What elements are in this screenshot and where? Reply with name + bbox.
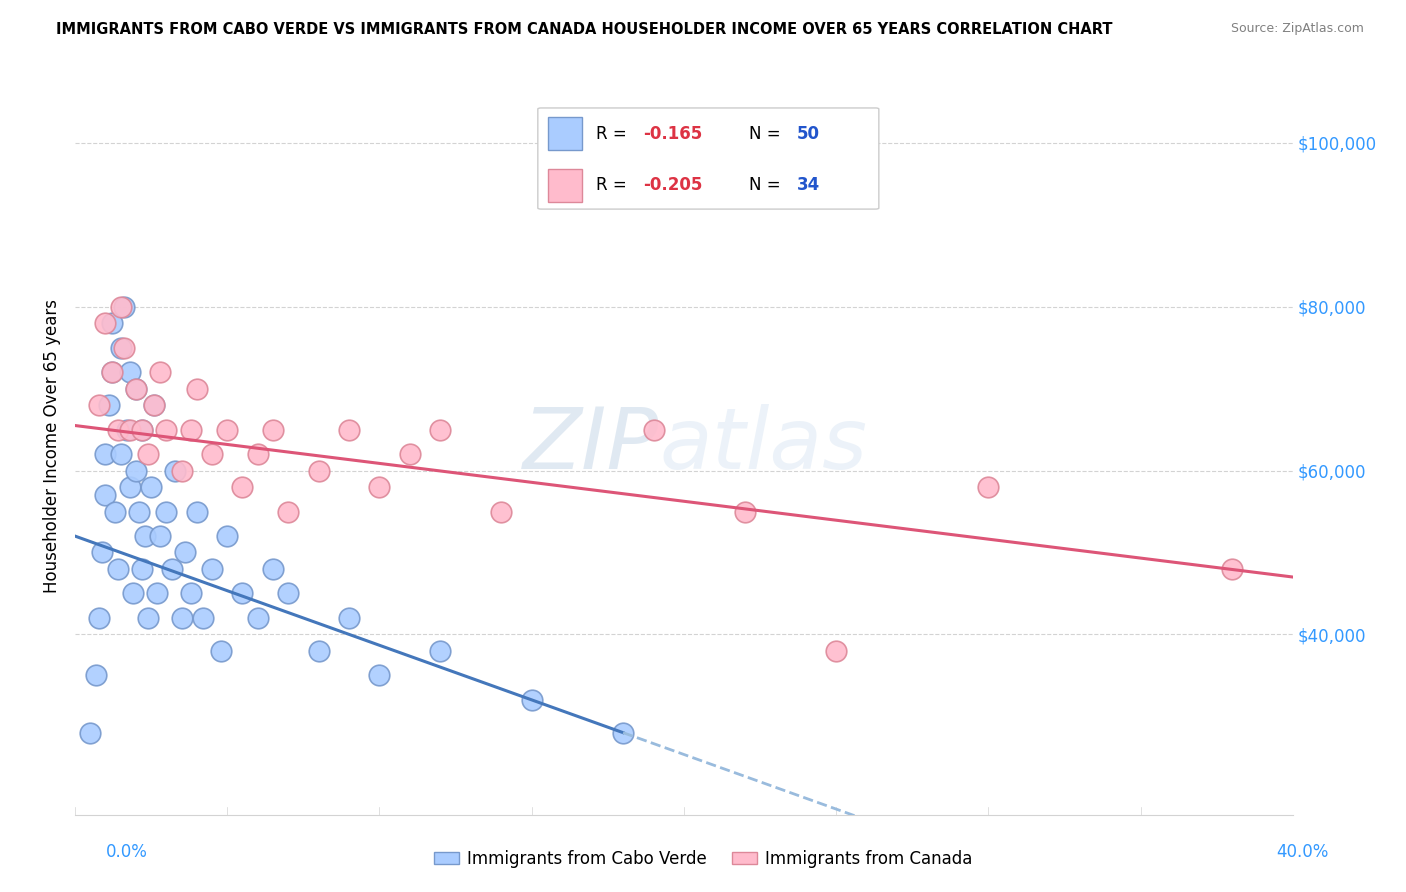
Point: [112, 300, 135, 314]
Point: [643, 423, 665, 437]
Point: [115, 423, 138, 437]
Point: [94, 316, 117, 330]
Point: [308, 644, 330, 658]
Point: [100, 365, 122, 379]
Point: [136, 447, 159, 461]
Point: [112, 341, 135, 355]
Point: [155, 423, 177, 437]
Point: [308, 464, 330, 478]
Point: [146, 586, 169, 600]
Point: [180, 586, 202, 600]
Point: [337, 611, 360, 625]
Point: [97, 398, 120, 412]
Point: [131, 562, 153, 576]
Point: [191, 611, 214, 625]
Point: [201, 562, 224, 576]
Point: [277, 504, 299, 518]
Point: [180, 423, 202, 437]
Point: [131, 423, 153, 437]
Text: 40.0%: 40.0%: [1277, 843, 1329, 861]
Point: [89, 398, 111, 412]
Point: [165, 464, 187, 478]
Point: [94, 447, 117, 461]
Point: [520, 693, 543, 707]
Point: [201, 447, 224, 461]
Point: [825, 644, 848, 658]
Point: [429, 644, 451, 658]
Point: [170, 464, 193, 478]
Point: [491, 504, 513, 518]
Point: [977, 480, 1000, 494]
Point: [139, 480, 162, 494]
Point: [86, 668, 108, 682]
Point: [155, 504, 177, 518]
Point: [368, 668, 391, 682]
Text: IMMIGRANTS FROM CABO VERDE VS IMMIGRANTS FROM CANADA HOUSEHOLDER INCOME OVER 65 : IMMIGRANTS FROM CABO VERDE VS IMMIGRANTS…: [56, 22, 1112, 37]
Point: [217, 529, 239, 543]
Point: [734, 504, 756, 518]
Point: [186, 504, 208, 518]
Point: [368, 480, 391, 494]
Point: [143, 398, 166, 412]
Point: [262, 423, 284, 437]
Point: [173, 545, 195, 559]
Point: [170, 611, 193, 625]
Point: [209, 644, 232, 658]
Point: [79, 725, 101, 739]
Point: [277, 586, 299, 600]
Point: [134, 529, 156, 543]
Point: [118, 365, 141, 379]
Point: [551, 177, 574, 191]
Point: [107, 423, 129, 437]
Point: [612, 725, 634, 739]
Point: [89, 611, 111, 625]
Point: [100, 365, 122, 379]
Point: [110, 447, 132, 461]
Text: ZIP: ZIP: [523, 404, 659, 488]
Point: [399, 447, 422, 461]
Text: atlas: atlas: [659, 404, 868, 488]
Point: [128, 504, 150, 518]
Point: [104, 504, 127, 518]
Point: [246, 611, 269, 625]
Point: [125, 382, 148, 396]
Point: [110, 341, 132, 355]
Y-axis label: Householder Income Over 65 years: Householder Income Over 65 years: [44, 299, 60, 593]
Point: [91, 545, 114, 559]
Point: [231, 480, 253, 494]
Point: [118, 423, 141, 437]
Point: [217, 423, 239, 437]
Point: [125, 382, 148, 396]
Point: [149, 365, 172, 379]
Point: [100, 316, 122, 330]
Point: [186, 382, 208, 396]
Point: [246, 447, 269, 461]
Text: Source: ZipAtlas.com: Source: ZipAtlas.com: [1230, 22, 1364, 36]
Point: [121, 586, 143, 600]
Point: [429, 423, 451, 437]
Text: 0.0%: 0.0%: [105, 843, 148, 861]
Point: [262, 562, 284, 576]
Point: [231, 586, 253, 600]
Point: [107, 562, 129, 576]
Point: [162, 562, 184, 576]
Point: [110, 300, 132, 314]
Point: [131, 423, 153, 437]
Point: [94, 488, 117, 502]
Point: [149, 529, 172, 543]
Point: [143, 398, 166, 412]
Legend: Immigrants from Cabo Verde, Immigrants from Canada: Immigrants from Cabo Verde, Immigrants f…: [427, 844, 979, 875]
Point: [1220, 562, 1243, 576]
Point: [118, 480, 141, 494]
Point: [136, 611, 159, 625]
Point: [337, 423, 360, 437]
Point: [125, 464, 148, 478]
